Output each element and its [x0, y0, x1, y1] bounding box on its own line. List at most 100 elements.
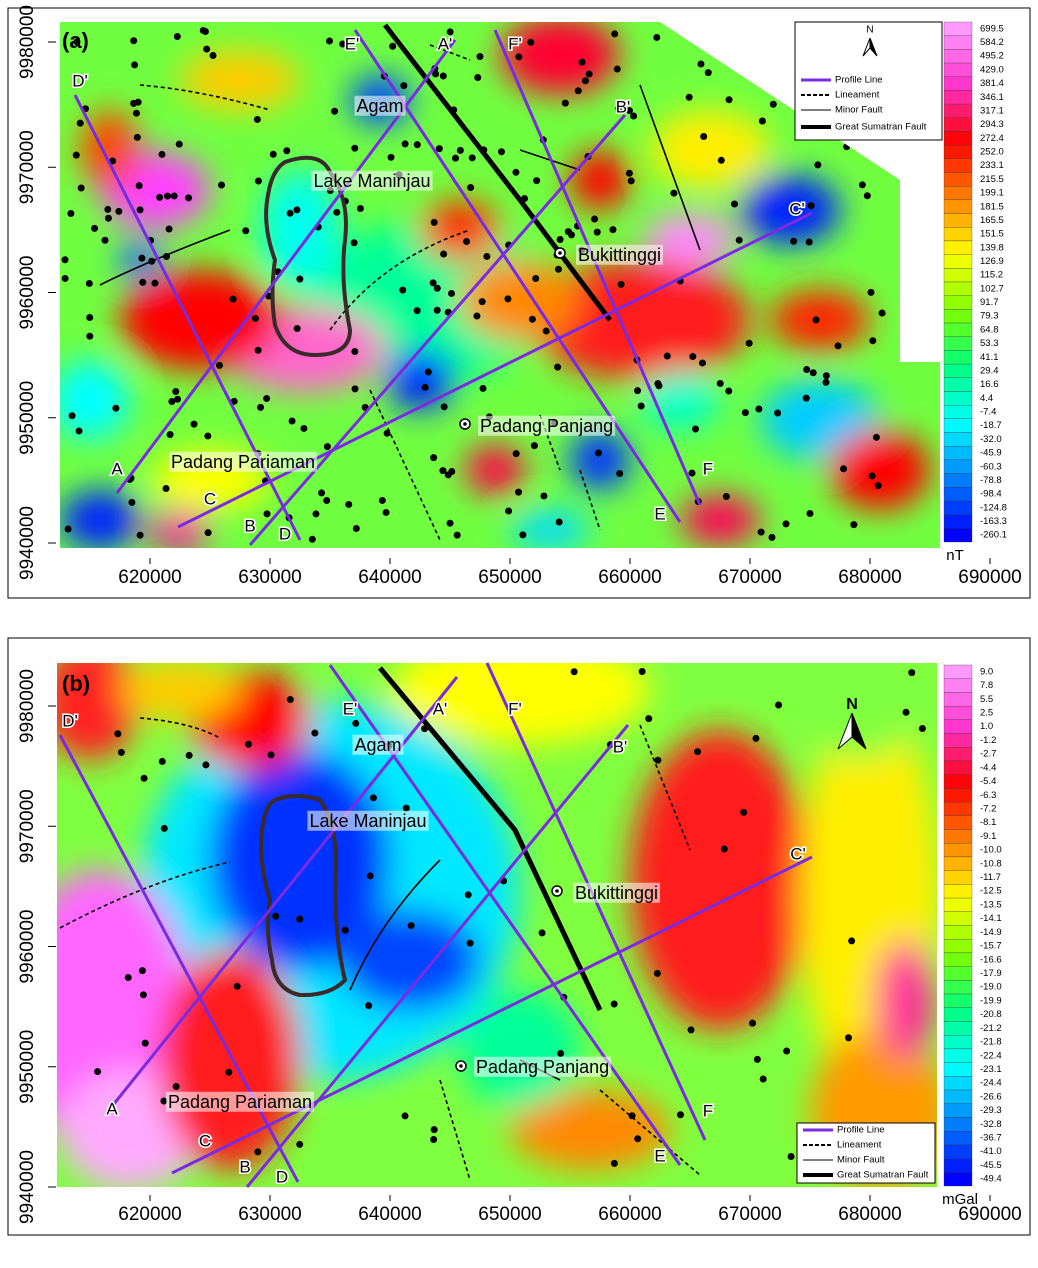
colorbar-label: -21.2: [980, 1023, 1002, 1034]
station-dot: [697, 60, 705, 68]
profile-label: D: [276, 1167, 288, 1186]
station-dot: [614, 105, 622, 113]
colorbar-cell: [943, 500, 973, 515]
north-label: N: [866, 25, 873, 36]
station-dot: [308, 535, 316, 543]
place-label: Lake Maninjau: [313, 171, 430, 191]
colorbar-cell: [943, 131, 973, 146]
colorbar-label: 233.1: [980, 160, 1004, 171]
colorbar-label: 495.2: [980, 51, 1004, 62]
colorbar-label: 294.3: [980, 119, 1004, 130]
station-dot: [138, 254, 146, 262]
station-dot: [351, 385, 359, 393]
colorbar-cell: [943, 815, 973, 830]
profile-line: [493, 29, 702, 506]
colorbar-label: -13.5: [980, 899, 1002, 910]
station-dot: [868, 472, 876, 480]
profile-label: F': [508, 699, 522, 718]
place-label: Bukittinggi: [578, 245, 661, 265]
station-dot: [91, 224, 99, 232]
y-tick-label: 9960000: [17, 910, 38, 984]
station-dot: [323, 497, 331, 505]
colorbar-cell: [943, 1048, 973, 1063]
station-dot: [378, 496, 386, 504]
station-dot: [233, 982, 241, 990]
station-dot: [104, 205, 112, 213]
profile-label: F': [508, 34, 522, 53]
station-dot: [413, 141, 421, 149]
station-dot: [637, 402, 645, 410]
profile-label: D': [62, 711, 78, 730]
colorbar-cell: [943, 884, 973, 899]
station-dot: [556, 236, 564, 244]
colorbar-cell: [943, 829, 973, 844]
colorbar-label: 64.8: [980, 324, 999, 335]
station-dot: [173, 32, 181, 40]
lineament: [429, 44, 471, 61]
station-dot: [783, 1047, 791, 1055]
town-marker-dot: [555, 889, 559, 893]
station-dot: [717, 156, 725, 164]
anomaly-blob: [680, 495, 760, 545]
colorbar-cell: [943, 993, 973, 1008]
great-sumatran-fault: [383, 23, 612, 322]
station-dot: [331, 107, 339, 115]
legend-label: Profile Line: [837, 1125, 885, 1136]
colorbar-cell: [943, 733, 973, 748]
station-dot: [515, 53, 523, 61]
colorbar-label: -14.1: [980, 913, 1002, 924]
station-dot: [439, 72, 447, 80]
place-label: Bukittinggi: [575, 883, 658, 903]
station-dot: [131, 61, 139, 69]
colorbar-cell: [943, 664, 973, 679]
station-dot: [112, 404, 120, 412]
colorbar-cell: [943, 350, 973, 365]
station-dot: [483, 252, 491, 260]
colorbar-cell: [943, 432, 973, 447]
lineament: [599, 1089, 701, 1176]
colorbar-unit: nT: [946, 547, 964, 564]
x-tick-label: 630000: [238, 567, 301, 588]
colorbar-cell: [943, 145, 973, 159]
place-label-bg: [165, 1091, 315, 1112]
colorbar-cell: [943, 363, 973, 378]
station-dot: [158, 150, 166, 158]
station-dot: [625, 107, 633, 115]
station-dot: [581, 77, 589, 85]
station-dot: [807, 202, 815, 210]
station-dot: [741, 409, 749, 417]
colorbar-cell: [943, 678, 973, 693]
colorbar-label: 272.4: [980, 133, 1004, 144]
station-dot: [156, 193, 164, 201]
station-dot: [578, 58, 586, 66]
station-dot: [424, 368, 432, 376]
colorbar-cell: [943, 1158, 973, 1173]
station-dot: [505, 507, 513, 515]
station-dot: [168, 398, 176, 406]
station-dot: [654, 380, 662, 388]
station-dot: [135, 182, 143, 190]
station-dot: [561, 99, 569, 107]
station-dot: [402, 804, 410, 812]
station-dot: [433, 284, 441, 292]
station-dot: [254, 1148, 262, 1156]
station-dot: [453, 531, 461, 539]
x-tick-label: 680000: [838, 567, 901, 588]
colorbar-cell: [943, 336, 973, 351]
colorbar-cell: [943, 980, 973, 995]
station-dot: [653, 969, 661, 977]
colorbar-label: -32.0: [980, 434, 1002, 445]
station-dot: [162, 484, 170, 492]
colorbar-label: 91.7: [980, 297, 999, 308]
colorbar-cell: [943, 1076, 973, 1091]
station-dot: [94, 1068, 102, 1076]
station-dot: [387, 153, 395, 161]
station-dot: [452, 154, 460, 162]
station-dot: [407, 922, 415, 930]
station-dot: [215, 361, 223, 369]
station-dot: [663, 352, 671, 360]
station-dot: [245, 740, 253, 748]
colorbar-label: -45.9: [980, 448, 1002, 459]
station-dot: [540, 492, 548, 500]
